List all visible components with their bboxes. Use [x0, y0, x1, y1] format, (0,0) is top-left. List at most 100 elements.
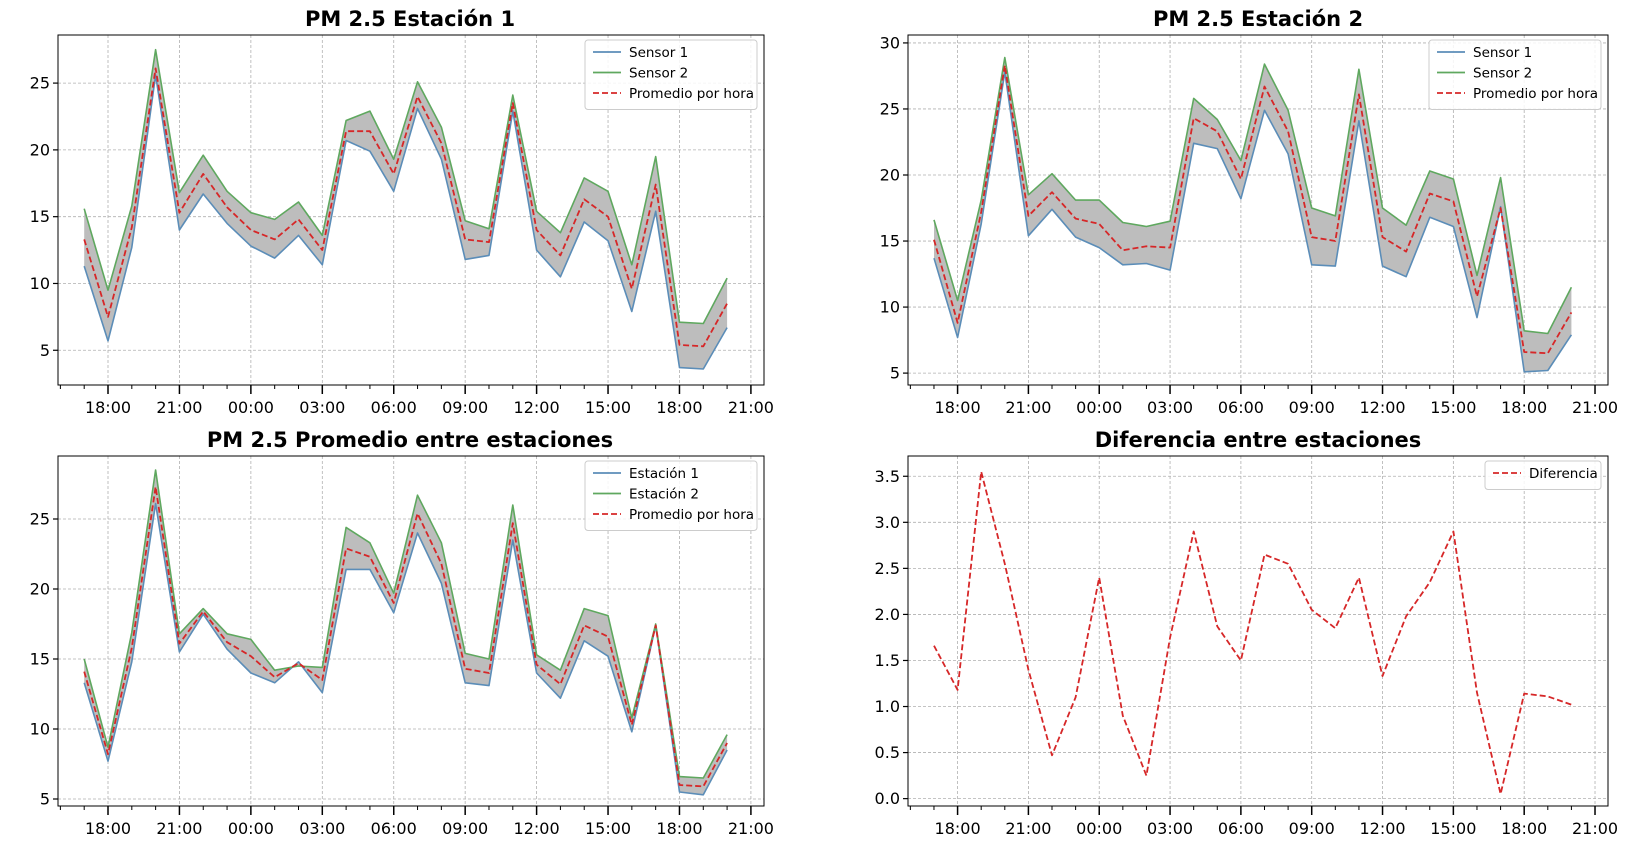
y-tick-label: 15: [30, 207, 50, 226]
x-tick-label: 03:00: [299, 398, 345, 417]
legend: Sensor 1 Sensor 2 Promedio por hora: [584, 39, 758, 110]
legend-label: Promedio por hora: [1473, 86, 1598, 102]
x-tick-label: 18:00: [656, 398, 702, 417]
y-tick-label: 10: [30, 274, 50, 293]
plot-frame: [907, 455, 1609, 807]
series-line: [83, 485, 728, 788]
legend-box: [1484, 460, 1602, 490]
x-tick-label: 18:00: [935, 398, 981, 417]
chart-title: PM 2.5 Estación 2: [1153, 7, 1363, 31]
y-tick-label: 2.0: [875, 605, 900, 624]
subplot-top-right: PM 2.5 Estación 2 5 10 15 20 25 30 18:00 21:00 0…: [880, 7, 1618, 417]
x-tick-label: 21:00: [156, 819, 202, 838]
y-tick-label: 20: [880, 166, 900, 185]
legend-label: Promedio por hora: [629, 86, 754, 102]
legend: Estación 1 Estación 2 Promedio por hora: [584, 460, 758, 531]
legend-label: Sensor 2: [1473, 66, 1532, 82]
x-tick-label: 15:00: [1430, 398, 1476, 417]
y-tick-label: 25: [30, 510, 50, 529]
y-tick-label: 15: [880, 232, 900, 251]
y-tick-label: 25: [880, 99, 900, 118]
y-tick-label: 1.5: [875, 651, 900, 670]
x-tick-label: 21:00: [1005, 819, 1051, 838]
legend-label: Promedio por hora: [629, 507, 754, 523]
x-tick-label: 06:00: [371, 398, 417, 417]
y-tick-label: 10: [880, 298, 900, 317]
x-tick-label: 03:00: [1147, 819, 1193, 838]
y-tick-label: 3.5: [875, 467, 900, 486]
y-tick-label: 0.5: [875, 743, 900, 762]
legend-label: Estación 2: [629, 487, 699, 503]
x-tick-label: 06:00: [1218, 819, 1264, 838]
y-tick-label: 10: [30, 720, 50, 739]
legend-label: Sensor 1: [629, 45, 688, 61]
fill-band: [934, 57, 1572, 372]
x-tick-label: 15:00: [1430, 819, 1476, 838]
x-tick-label: 03:00: [1147, 398, 1193, 417]
series-line: [83, 502, 728, 796]
chart-title: PM 2.5 Estación 1: [305, 7, 515, 31]
y-tick-label: 30: [880, 33, 900, 52]
fill-band: [84, 49, 728, 369]
y-tick-label: 5: [40, 790, 50, 809]
legend-box: [584, 39, 758, 110]
x-tick-label: 06:00: [371, 819, 417, 838]
x-tick-label: 18:00: [935, 819, 981, 838]
x-tick-label: 00:00: [228, 819, 274, 838]
y-tick-label: 5: [40, 341, 50, 360]
x-tick-label: 15:00: [585, 819, 631, 838]
x-tick-label: 12:00: [1359, 819, 1405, 838]
legend-box: [1428, 39, 1602, 110]
y-tick-label: 5: [890, 364, 900, 383]
series-line: [933, 470, 1572, 795]
legend-box: [584, 460, 758, 531]
legend: Sensor 1 Sensor 2 Promedio por hora: [1428, 39, 1602, 110]
x-tick-label: 09:00: [442, 819, 488, 838]
y-tick-label: 0.0: [875, 789, 900, 808]
x-tick-label: 15:00: [585, 398, 631, 417]
x-tick-label: 00:00: [1076, 819, 1122, 838]
legend-label: Diferencia: [1529, 466, 1598, 482]
x-tick-label: 21:00: [1572, 398, 1618, 417]
subplot-top-left: PM 2.5 Estación 1 5 10 15 20 25 18:00 21:00 00:…: [30, 7, 774, 417]
series-line: [933, 71, 1573, 373]
plot-frame: [57, 455, 765, 807]
legend: Diferencia: [1484, 460, 1602, 490]
x-tick-label: 00:00: [1076, 398, 1122, 417]
legend-label: Estación 1: [629, 466, 699, 482]
x-tick-label: 06:00: [1218, 398, 1264, 417]
legend-label: Sensor 1: [1473, 45, 1532, 61]
x-tick-label: 21:00: [1005, 398, 1051, 417]
legend-label: Sensor 2: [629, 66, 688, 82]
series-line: [83, 469, 728, 779]
x-tick-label: 21:00: [1572, 819, 1618, 838]
y-tick-label: 2.5: [875, 559, 900, 578]
x-tick-label: 21:00: [156, 398, 202, 417]
x-tick-label: 00:00: [228, 398, 274, 417]
x-tick-label: 18:00: [85, 819, 131, 838]
y-tick-label: 1.0: [875, 697, 900, 716]
series-line: [933, 64, 1573, 355]
x-tick-label: 09:00: [442, 398, 488, 417]
series-line: [83, 67, 728, 348]
y-tick-label: 20: [30, 140, 50, 159]
x-tick-label: 18:00: [1501, 819, 1547, 838]
y-tick-label: 3.0: [875, 513, 900, 532]
y-tick-label: 25: [30, 74, 50, 93]
chart-title: Diferencia entre estaciones: [1095, 428, 1422, 452]
x-tick-label: 12:00: [1359, 398, 1405, 417]
x-tick-label: 09:00: [1289, 819, 1335, 838]
plot-frame: [57, 34, 765, 386]
x-tick-label: 09:00: [1289, 398, 1335, 417]
x-tick-label: 12:00: [514, 819, 560, 838]
x-tick-label: 12:00: [514, 398, 560, 417]
plot-frame: [907, 34, 1609, 386]
x-tick-label: 18:00: [656, 819, 702, 838]
series-line: [83, 48, 728, 325]
subplot-bottom-right: Diferencia entre estaciones 0.0 0.5 1.0 1.5…: [875, 428, 1619, 838]
subplot-bottom-left: PM 2.5 Promedio entre estaciones 5 10 15 20…: [30, 428, 774, 838]
series-line: [933, 56, 1573, 335]
chart-title: PM 2.5 Promedio entre estaciones: [207, 428, 613, 452]
y-tick-label: 20: [30, 580, 50, 599]
series-line: [83, 74, 728, 370]
